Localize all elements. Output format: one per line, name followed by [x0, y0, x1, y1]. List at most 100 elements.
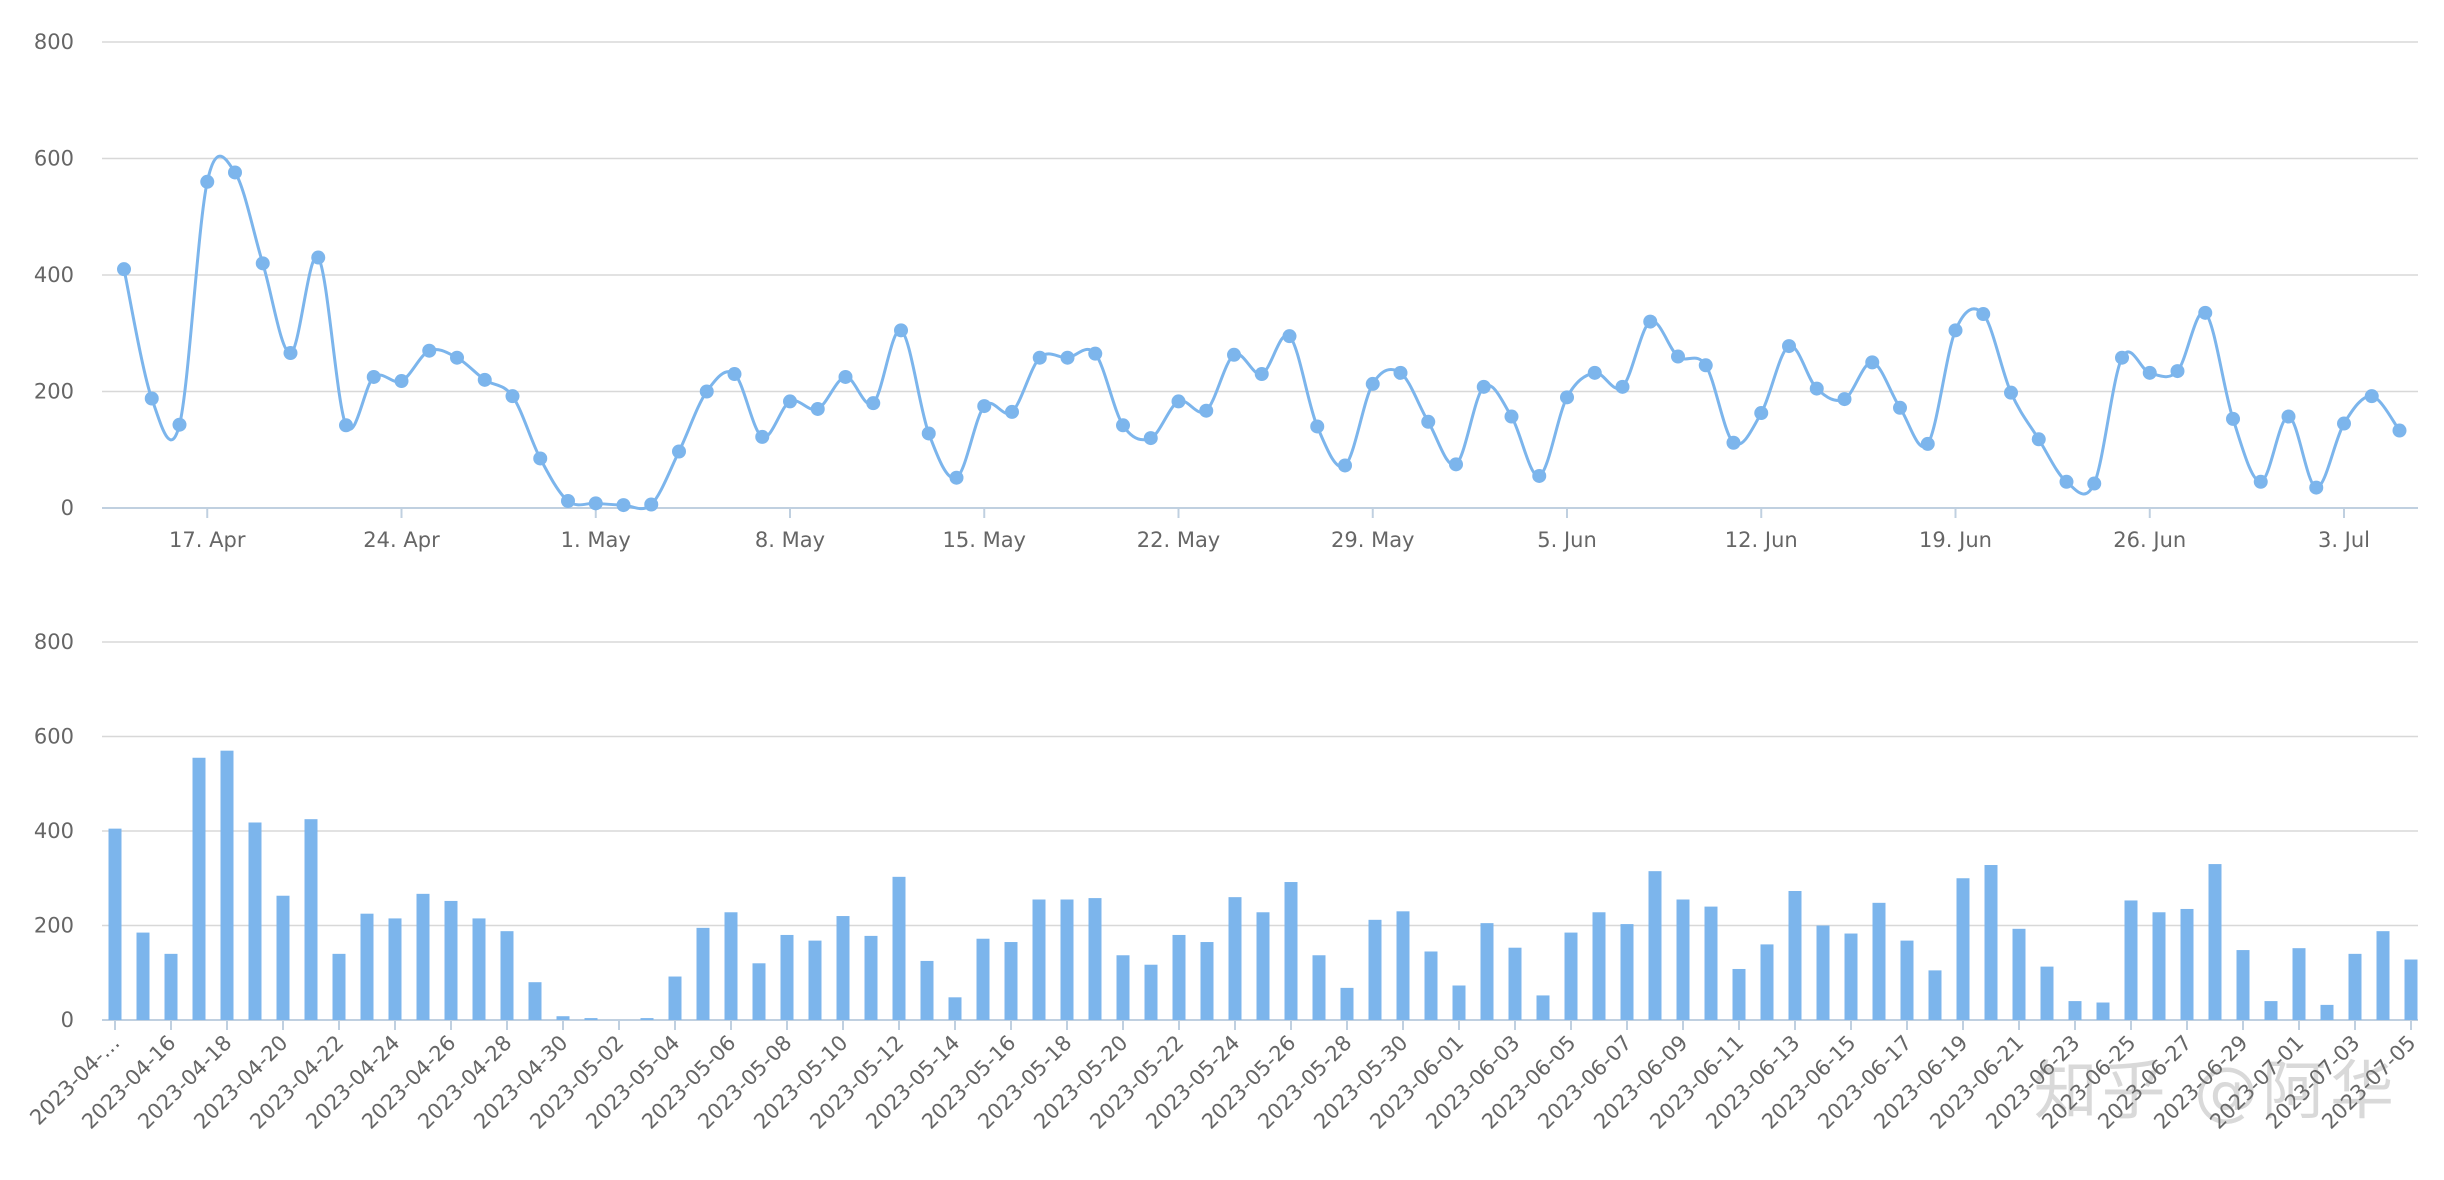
line-point — [727, 367, 742, 382]
bar — [1816, 925, 1830, 1020]
line-point — [366, 369, 381, 384]
line-point — [533, 451, 548, 466]
line-point — [1116, 418, 1130, 433]
line-point — [1449, 457, 1463, 472]
bar — [1872, 902, 1886, 1020]
line-y-tick-label: 400 — [34, 263, 74, 287]
line-point — [1088, 346, 1103, 361]
bar — [920, 960, 934, 1020]
line-point — [1338, 458, 1352, 473]
line-point — [2142, 365, 2157, 380]
line-point — [1782, 339, 1796, 354]
bar — [1312, 955, 1326, 1020]
line-x-tick-label: 8. May — [755, 528, 825, 552]
line-point — [1254, 367, 1269, 382]
line-point — [1310, 419, 1325, 434]
bar — [1508, 947, 1522, 1020]
bar — [696, 927, 710, 1020]
line-point — [2309, 480, 2324, 495]
line-point — [644, 497, 659, 512]
bar — [584, 1018, 598, 1020]
line-point — [1421, 414, 1436, 429]
line-point — [588, 496, 603, 511]
bar-y-tick-label: 800 — [34, 630, 74, 654]
line-point — [2087, 476, 2102, 491]
line-point — [1282, 329, 1297, 344]
bar — [1480, 923, 1494, 1020]
bar — [1340, 987, 1354, 1020]
bar-y-tick-label: 200 — [34, 914, 74, 938]
line-point — [1698, 358, 1713, 373]
line-point — [117, 262, 131, 277]
bar — [220, 750, 234, 1020]
bar — [1928, 970, 1942, 1020]
line-point — [2170, 364, 2185, 379]
bar — [1564, 932, 1578, 1020]
bar — [1844, 933, 1858, 1020]
line-point — [477, 372, 492, 387]
bar — [1368, 919, 1382, 1020]
bar — [1452, 985, 1466, 1020]
bar — [1592, 912, 1606, 1020]
bar — [556, 1016, 570, 1020]
bar — [500, 931, 514, 1020]
line-y-tick-label: 800 — [34, 30, 74, 54]
bar — [444, 900, 458, 1020]
line-point — [505, 389, 520, 404]
bar — [2376, 931, 2390, 1020]
line-x-tick-label: 5. Jun — [1537, 528, 1597, 552]
bar — [640, 1018, 654, 1020]
bar — [2096, 1002, 2110, 1020]
bar — [1648, 871, 1662, 1020]
line-point — [1726, 435, 1741, 450]
bar-y-tick-label: 600 — [34, 725, 74, 749]
line-point — [1671, 349, 1685, 364]
bar — [276, 895, 290, 1020]
bar — [1900, 940, 1914, 1020]
line-y-tick-label: 200 — [34, 380, 74, 404]
bar — [752, 963, 766, 1020]
line-point — [200, 174, 215, 189]
line-point — [2115, 350, 2129, 365]
bar — [1256, 912, 1270, 1020]
line-point — [2031, 432, 2046, 447]
bar — [2292, 948, 2306, 1020]
line-point — [311, 250, 326, 265]
line-point — [1504, 409, 1519, 424]
line-x-tick-label: 15. May — [943, 528, 1027, 552]
line-x-tick-label: 24. Apr — [363, 528, 440, 552]
line-point — [1143, 431, 1158, 446]
line-point — [866, 396, 881, 411]
bar — [1676, 899, 1690, 1020]
line-point — [1060, 350, 1075, 365]
bar — [1984, 865, 1998, 1020]
bar — [1760, 944, 1774, 1020]
bar — [864, 935, 878, 1020]
line-point — [1865, 355, 1880, 370]
bar — [2180, 908, 2194, 1020]
line-point — [1199, 403, 1214, 418]
line-point — [1615, 379, 1630, 394]
line-point — [1532, 468, 1547, 483]
line-point — [2059, 474, 2074, 489]
line-x-tick-label: 29. May — [1331, 528, 1415, 552]
bar — [1956, 878, 1970, 1020]
line-y-tick-label: 0 — [61, 496, 74, 520]
line-point — [1920, 436, 1935, 451]
bar — [2348, 953, 2362, 1020]
bar — [332, 953, 346, 1020]
line-point — [1365, 376, 1380, 391]
line-point — [949, 470, 964, 485]
bar — [2012, 928, 2026, 1020]
bar — [2236, 950, 2250, 1020]
bar — [2404, 959, 2418, 1020]
bar — [1732, 968, 1746, 1020]
bar — [948, 997, 962, 1020]
bar — [1704, 906, 1718, 1020]
line-point — [172, 417, 187, 432]
bar — [388, 918, 402, 1020]
bar — [1396, 911, 1410, 1020]
line-point — [2281, 409, 2296, 424]
line-x-tick-label: 3. Jul — [2318, 528, 2370, 552]
